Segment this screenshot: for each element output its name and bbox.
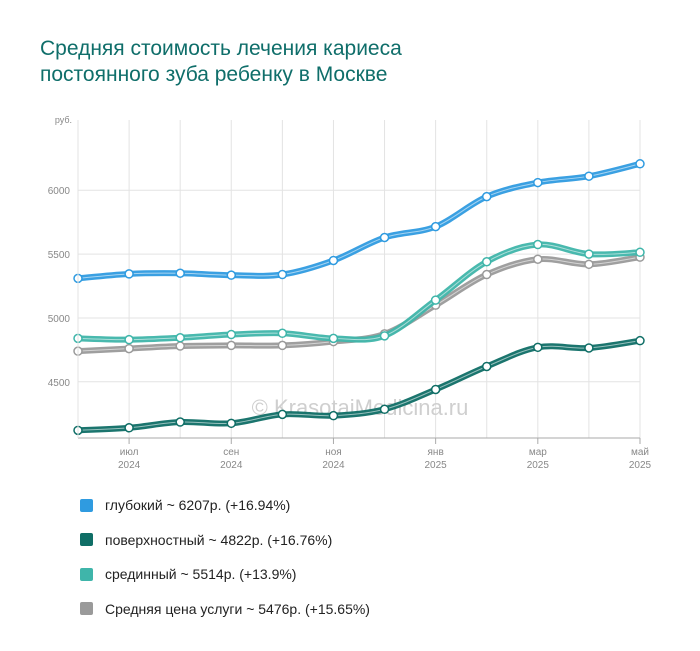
data-point — [328, 333, 339, 344]
x-tick-year: 2025 — [527, 460, 550, 471]
x-tick-month: ноя — [325, 447, 342, 458]
legend-swatch — [80, 602, 93, 616]
x-tick-year: 2024 — [220, 460, 243, 471]
x-tick-year: 2024 — [118, 460, 141, 471]
chart-title-line-1: Средняя стоимость лечения кариеса — [40, 37, 402, 60]
legend-swatch — [80, 533, 93, 547]
data-point — [430, 295, 441, 305]
legend-label: поверхностный ~ 4822р. (+16.76%) — [105, 531, 333, 548]
chart-title: Средняя стоимость лечения кариеса постоя… — [40, 36, 402, 88]
data-point — [226, 418, 237, 429]
data-point — [533, 239, 543, 250]
data-point — [124, 334, 134, 345]
y-tick-label: 5500 — [48, 250, 71, 261]
data-point — [379, 232, 390, 243]
chart-title-line-2: постоянного зуба ребенку в Москве — [40, 63, 388, 86]
x-tick-month: сен — [223, 447, 239, 458]
x-tick-month: июл — [120, 447, 139, 458]
data-point — [226, 329, 237, 340]
data-point — [124, 269, 134, 279]
legend-item-superficial[interactable]: поверхностный ~ 4822р. (+16.76%) — [80, 523, 370, 558]
data-point — [328, 410, 339, 421]
y-tick-label: 4500 — [48, 378, 71, 389]
data-point — [277, 409, 288, 420]
data-point — [584, 259, 594, 270]
legend-swatch — [80, 498, 93, 512]
legend-item-average[interactable]: Средняя цена услуги ~ 5476р. (+15.65%) — [80, 592, 370, 627]
legend-swatch — [80, 567, 93, 581]
chart-legend: глубокий ~ 6207р. (+16.94%) поверхностны… — [80, 488, 370, 626]
y-unit-label: руб. — [55, 115, 72, 125]
chart-grid — [77, 120, 641, 438]
x-tick-year: 2024 — [322, 460, 345, 471]
legend-label: Средняя цена услуги ~ 5476р. (+15.65%) — [105, 600, 370, 617]
data-point — [533, 254, 543, 264]
data-point — [430, 384, 441, 395]
y-tick-label: 5000 — [48, 314, 71, 325]
x-tick-year: 2025 — [425, 460, 448, 471]
data-point — [635, 335, 645, 346]
data-point — [481, 257, 492, 267]
data-point — [379, 404, 390, 415]
data-point — [635, 159, 645, 169]
data-point — [124, 343, 134, 354]
data-point — [481, 269, 492, 280]
data-point — [175, 417, 185, 427]
data-point — [533, 177, 543, 188]
data-point — [277, 340, 288, 351]
legend-label: глубокий ~ 6207р. (+16.94%) — [105, 497, 291, 514]
x-tick-month: янв — [428, 447, 444, 458]
data-point — [584, 343, 594, 353]
y-tick-label: 6000 — [48, 186, 71, 197]
data-point — [584, 171, 594, 181]
data-point — [635, 247, 645, 258]
data-point — [430, 221, 441, 232]
data-point — [175, 332, 185, 343]
legend-label: срединный ~ 5514р. (+13.9%) — [105, 566, 297, 583]
data-point — [533, 342, 543, 353]
data-point — [277, 269, 288, 280]
data-point — [175, 341, 185, 351]
legend-item-deep[interactable]: глубокий ~ 6207р. (+16.94%) — [80, 488, 370, 523]
data-point — [175, 268, 185, 279]
data-point — [226, 340, 237, 351]
data-point — [379, 331, 390, 341]
data-point — [124, 423, 134, 433]
chart-series — [73, 159, 645, 436]
data-point — [584, 249, 594, 259]
legend-item-medium[interactable]: срединный ~ 5514р. (+13.9%) — [80, 557, 370, 592]
data-point — [226, 270, 237, 280]
data-point — [481, 361, 492, 372]
data-point — [277, 328, 288, 339]
x-tick-year: 2025 — [629, 460, 652, 471]
data-point — [328, 255, 339, 266]
x-tick-month: май — [631, 447, 649, 458]
data-point — [481, 191, 492, 202]
chart-axes: 4500 5000 5500 6000 руб. июл 2024 сен 2024 ноя 202… — [48, 115, 652, 471]
x-tick-month: мар — [529, 447, 547, 458]
